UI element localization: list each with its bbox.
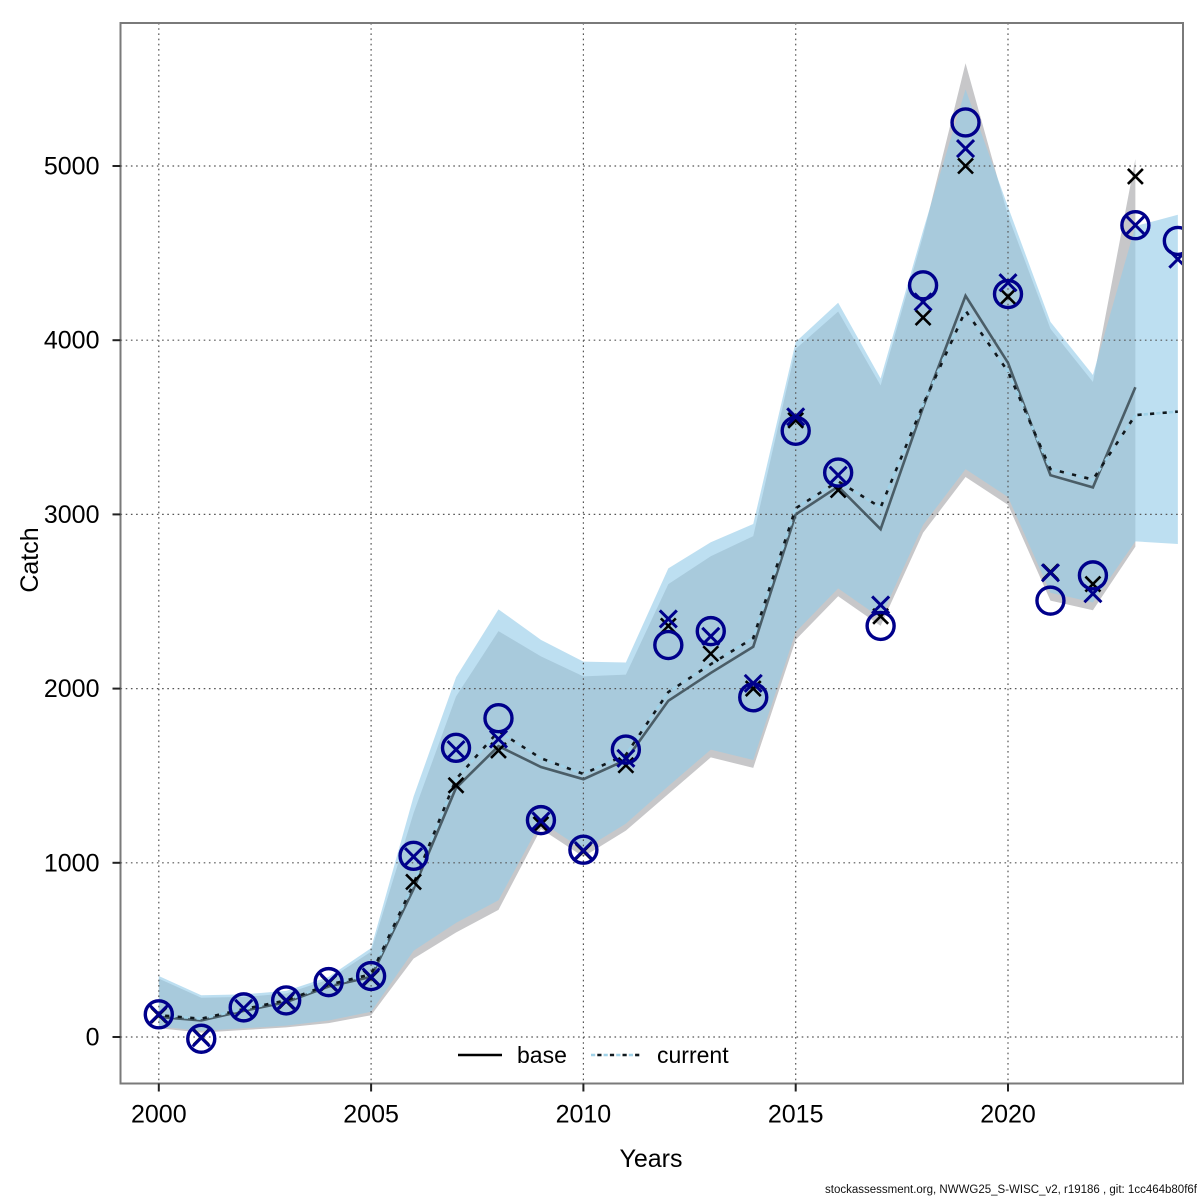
- base-observation-cross: [957, 157, 974, 175]
- current-prediction-circle: [992, 278, 1024, 310]
- x-tick-label: 2000: [131, 1101, 187, 1129]
- y-tick-label: 1000: [44, 849, 100, 877]
- x-axis-title: Years: [619, 1145, 682, 1173]
- base-observation-cross: [702, 645, 720, 663]
- current-observation-cross: [871, 595, 891, 615]
- current-prediction-circle: [398, 840, 429, 872]
- current-prediction-circle: [525, 804, 557, 836]
- y-tick-label: 3000: [44, 501, 100, 529]
- current-prediction-circle: [1120, 210, 1151, 241]
- current-observation-cross: [319, 972, 339, 992]
- current-observation-cross: [1040, 563, 1061, 583]
- current-prediction-circle: [780, 415, 811, 446]
- current-prediction-circle: [440, 732, 472, 764]
- current-observation-cross: [998, 273, 1018, 293]
- current-observation-cross: [531, 811, 551, 831]
- footer-attribution: stockassessment.org, NWWG25_S-WISC_v2, r…: [825, 1184, 1198, 1196]
- plot-frame: [119, 22, 1184, 1085]
- y-axis-title: Catch: [16, 527, 44, 592]
- base-observation-cross: [405, 873, 422, 891]
- current-observation-cross: [403, 847, 424, 867]
- current-observation-cross: [276, 990, 296, 1010]
- confidence-bands: [158, 63, 1178, 1033]
- y-tick-label: 0: [86, 1024, 100, 1052]
- base-observation-cross: [1126, 168, 1144, 185]
- current-fit-line-dark: [158, 307, 1178, 1021]
- current-prediction-circle: [907, 270, 939, 301]
- current-observation-cross: [616, 748, 636, 768]
- current-observation-cross: [1125, 215, 1145, 235]
- y-tick-label: 4000: [44, 327, 100, 355]
- legend-current-label: current: [657, 1042, 729, 1068]
- current-prediction-circle: [695, 615, 726, 647]
- current-prediction-circle: [143, 999, 175, 1030]
- current-observation-cross: [191, 1028, 211, 1048]
- base-observation-cross: [914, 309, 932, 326]
- current-prediction-circle: [865, 610, 896, 642]
- current-observation-cross: [446, 740, 466, 760]
- current-observation-cross: [828, 465, 848, 485]
- current_ci_band: [158, 89, 1178, 1031]
- base-observation-cross: [617, 756, 635, 774]
- base-observation-cross: [787, 411, 805, 429]
- legend: base current: [458, 1042, 729, 1068]
- legend-base-label: base: [517, 1042, 567, 1068]
- current-observation-cross: [488, 729, 509, 749]
- current-observation-cross: [1168, 251, 1183, 269]
- gridlines: [120, 23, 1183, 1084]
- x-tick-label: 2005: [343, 1101, 399, 1129]
- current-prediction-circle: [228, 992, 259, 1023]
- current-prediction-circle: [738, 682, 769, 713]
- x-tick-label: 2010: [556, 1101, 612, 1129]
- current-prediction-circle: [186, 1023, 217, 1054]
- y-tick-label: 5000: [44, 153, 100, 181]
- current-prediction-circle: [1077, 560, 1109, 591]
- base-observation-cross: [999, 288, 1017, 306]
- current-prediction-circle: [483, 703, 514, 734]
- current-prediction-circle: [822, 457, 854, 488]
- current-prediction-circle: [950, 107, 981, 138]
- y-tick-label: 2000: [44, 675, 100, 703]
- current-observation-cross: [573, 841, 593, 861]
- x-tick-label: 2020: [980, 1101, 1036, 1129]
- base-observation-cross: [447, 776, 465, 794]
- current-observation-cross: [658, 609, 678, 629]
- fit-lines-and-points: [143, 107, 1183, 1054]
- base-observation-cross: [532, 816, 550, 833]
- current-observation-cross: [149, 1004, 169, 1024]
- current-fit-line-light: [158, 307, 1178, 1021]
- current-prediction-circle: [270, 985, 302, 1016]
- current-prediction-circle: [568, 834, 599, 865]
- axis-ticks-and-labels: 0 1000 2000 3000 4000 5000 2000 2005 2010 2015 202…: [44, 153, 1036, 1129]
- current-prediction-circle: [610, 734, 642, 765]
- x-tick-label: 2015: [768, 1101, 824, 1129]
- current-prediction-circle: [355, 960, 387, 992]
- current-observation-cross: [361, 967, 381, 987]
- current-prediction-circle: [313, 966, 344, 998]
- current-prediction-circle: [1162, 225, 1183, 257]
- current-observation-cross: [955, 139, 976, 159]
- current-prediction-circle: [653, 629, 684, 661]
- plot-generated-content: 0 1000 2000 3000 4000 5000 2000 2005 2010 2015 202…: [44, 22, 1184, 1129]
- current-prediction-circle: [1035, 585, 1066, 616]
- current-observation-cross: [234, 998, 254, 1018]
